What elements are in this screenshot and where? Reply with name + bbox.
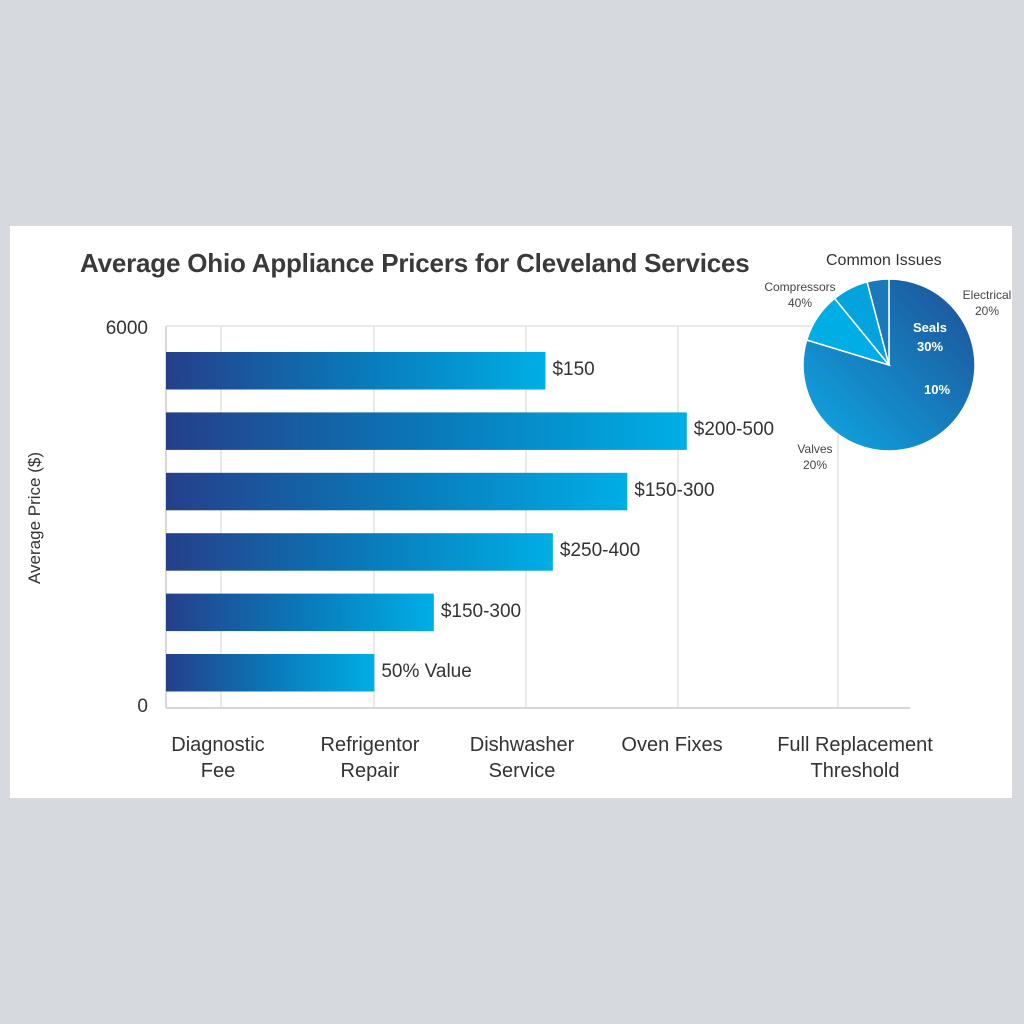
x-tick-refrigerator-repair: Refrigentor Repair <box>320 734 420 782</box>
x-tick-oven-fixes: Oven Fixes <box>621 734 723 756</box>
bar <box>166 654 375 692</box>
bar-value-label: $200-500 <box>693 419 775 441</box>
bar-value-label: $150-300 <box>634 479 715 501</box>
pie-label-10pct: 10% <box>923 382 951 397</box>
x-tick-diagnostic-fee: Diagnostic Fee <box>171 734 265 782</box>
y-tick-max: 6000 <box>105 318 148 339</box>
y-tick-min: 0 <box>137 696 148 717</box>
bar-value-label: 50% Value <box>381 661 472 682</box>
chart-title: Average Ohio Appliance Pricers for Cleve… <box>80 248 750 278</box>
bar <box>166 352 546 390</box>
pie-slice <box>866 278 890 366</box>
pie-label-electrical: Electrical 20% <box>962 288 1012 318</box>
pie-label-valves: Valves 20% <box>797 442 833 472</box>
bar-value-label: $150-300 <box>440 600 522 622</box>
bar-value-label: $150 <box>552 359 595 380</box>
bar <box>166 593 434 632</box>
x-tick-dishwasher-service: Dishwasher Service <box>469 734 575 782</box>
bar <box>166 533 553 571</box>
bar <box>166 412 687 450</box>
pie-label-compressors: Compressors 40% <box>764 280 836 310</box>
pie-title: Common Issues <box>826 252 942 269</box>
pie-label-seals: Seals 30% <box>913 320 947 354</box>
bar <box>166 472 628 511</box>
bar-value-label: $250-400 <box>559 540 641 562</box>
x-tick-full-replacement: Full Replacement Threshold <box>777 734 933 782</box>
